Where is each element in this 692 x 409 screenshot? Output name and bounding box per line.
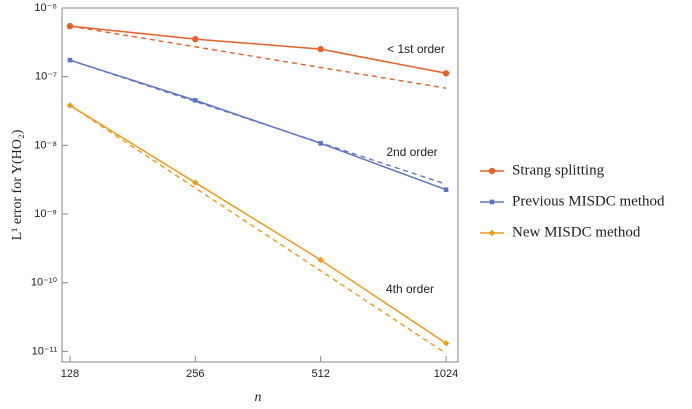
data-point	[192, 35, 199, 43]
data-point	[443, 187, 449, 192]
annotation: < 1st order	[387, 42, 445, 56]
data-point	[192, 179, 199, 186]
data-point	[442, 340, 450, 347]
data-point	[193, 98, 198, 103]
x-tick-label: 1024	[434, 368, 458, 380]
legend-marker	[488, 167, 496, 175]
reference-line	[69, 25, 447, 89]
x-tick-label: 128	[61, 368, 79, 380]
legend-marker	[489, 199, 495, 205]
data-point	[66, 22, 74, 30]
legend-label: Strang splitting	[512, 162, 605, 178]
data-point	[317, 256, 324, 264]
series-line	[69, 59, 447, 191]
data-point	[317, 45, 324, 53]
y-tick-label: 10⁻⁸	[34, 139, 57, 151]
data-point	[442, 70, 450, 77]
series-line	[69, 25, 447, 75]
reference-line	[69, 104, 447, 355]
plot-frame	[61, 7, 459, 363]
legend-marker	[488, 229, 496, 237]
x-tick-label: 256	[186, 368, 204, 380]
data-point	[67, 57, 73, 63]
y-tick-label: 10⁻⁹	[34, 208, 57, 220]
y-tick-label: 10⁻¹¹	[32, 345, 58, 357]
x-axis-label: n	[255, 390, 262, 405]
y-tick-label: 10⁻⁶	[34, 2, 57, 14]
annotation: 4th order	[386, 282, 434, 296]
y-tick-label: 10⁻⁷	[35, 71, 57, 83]
data-point	[66, 102, 74, 109]
data-point	[318, 141, 323, 146]
legend-label: New MISDC method	[512, 224, 641, 240]
x-tick-label: 512	[311, 368, 329, 380]
annotation: 2nd order	[386, 145, 437, 159]
series-line	[69, 104, 447, 344]
y-tick-label: 10⁻¹⁰	[31, 277, 58, 289]
legend-label: Previous MISDC method	[512, 193, 665, 209]
y-axis-label: L¹ error for Y(HO₂)	[10, 129, 25, 240]
